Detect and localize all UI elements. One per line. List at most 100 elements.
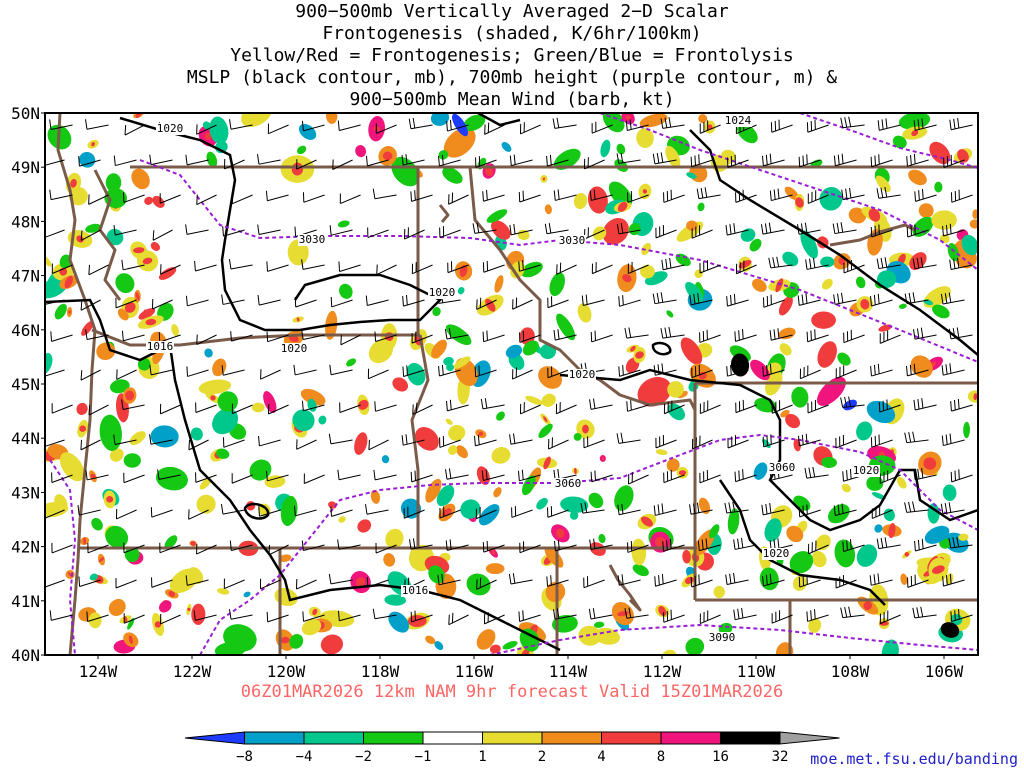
wind-barb <box>375 543 397 554</box>
wind-barb <box>833 292 857 305</box>
wind-barb <box>376 264 397 276</box>
wind-barb <box>913 467 937 481</box>
wind-barb <box>799 365 821 380</box>
shading-blob <box>877 270 897 288</box>
wind-barb <box>113 434 137 446</box>
colorbar-segment <box>363 731 424 745</box>
wind-barb <box>662 609 685 623</box>
wind-barb <box>80 439 101 451</box>
wind-barb <box>806 329 829 343</box>
wind-barb <box>150 507 173 518</box>
wind-barb <box>367 227 389 239</box>
wind-barb <box>950 469 973 483</box>
wind-barb <box>626 400 649 412</box>
wind-barb <box>617 574 641 586</box>
wind-barb <box>80 299 101 311</box>
wind-barb <box>188 439 209 451</box>
contour-labels: 1020 1024 1020 1016 1020 1020 1020 1020 1016 3030… <box>146 114 880 644</box>
lon-label: 118W <box>361 662 400 681</box>
wind-barb <box>555 402 577 415</box>
shading-blob <box>898 303 907 309</box>
wind-barb <box>588 608 613 620</box>
contour-label-bg <box>298 234 326 246</box>
wind-barb <box>580 502 605 514</box>
wind-barb <box>519 402 541 415</box>
shading-blob <box>214 641 247 655</box>
shading-blob <box>370 489 381 504</box>
credit-link[interactable]: moe.met.fsu.edu/banding <box>810 750 1018 768</box>
colorbar-label: −4 <box>296 749 313 765</box>
wind-barb <box>942 223 965 237</box>
shading-blob <box>871 492 886 500</box>
wind-barb <box>762 294 785 308</box>
colorbar-segment <box>601 731 662 745</box>
wind-barb <box>115 508 137 520</box>
shading-blob <box>443 356 454 366</box>
wind-barb <box>840 116 865 129</box>
shading-blob <box>855 276 866 289</box>
shading-blob <box>685 637 705 655</box>
wind-barb <box>871 505 893 519</box>
shading-blob <box>68 186 88 206</box>
wind-barb <box>546 575 569 587</box>
mslp-contour-1020-east <box>477 113 521 127</box>
colorbar-label: 2 <box>538 749 546 765</box>
shading-blob <box>300 388 326 406</box>
shading-blob <box>445 418 453 425</box>
shading-blob <box>106 228 124 246</box>
wind-barb <box>518 260 541 272</box>
wind-barb <box>553 189 577 201</box>
mslp-label: 1016 <box>402 584 429 597</box>
shading-blob <box>466 573 491 596</box>
shading-blob <box>280 636 290 644</box>
or-id-border <box>410 334 430 548</box>
wind-barb <box>661 257 685 271</box>
shading-blob <box>59 452 85 482</box>
wind-barb <box>616 432 641 444</box>
wind-barb <box>410 610 433 623</box>
wind-barb <box>512 367 533 380</box>
shading-blob <box>592 226 607 241</box>
shading-blob <box>85 223 101 233</box>
shading-blob <box>485 563 505 575</box>
shading-blob <box>496 411 505 421</box>
wind-barb <box>121 259 145 271</box>
wind-barb <box>842 539 865 552</box>
wind-barb <box>410 470 433 483</box>
shading-blob <box>204 348 213 358</box>
wind-barb <box>372 608 397 620</box>
wind-barb <box>904 292 929 305</box>
wind-barb <box>547 506 569 518</box>
wind-barb <box>589 189 613 201</box>
contour-label-bg <box>568 369 596 381</box>
wind-barb <box>448 192 469 205</box>
wind-barb <box>438 154 461 167</box>
wind-barb <box>914 189 937 202</box>
shading-blob <box>973 393 978 401</box>
wind-barb <box>78 576 101 588</box>
wind-barb <box>159 193 181 204</box>
wind-barb <box>627 541 649 553</box>
wind-barb <box>517 469 541 482</box>
wind-barb <box>476 577 497 590</box>
wind-barb <box>258 506 281 517</box>
wind-barb <box>337 469 361 481</box>
height-label: 3030 <box>299 233 326 246</box>
wind-barb <box>265 190 289 202</box>
shading-blob <box>900 573 908 585</box>
wind-barb <box>625 119 649 132</box>
shading-blob <box>190 427 203 441</box>
shading-blob <box>358 399 369 410</box>
wind-barb <box>223 578 245 590</box>
wind-barb <box>339 402 361 414</box>
shading-blob <box>800 230 818 259</box>
wind-barb <box>196 194 217 206</box>
wind-barb <box>149 154 173 166</box>
wind-barb <box>85 469 109 481</box>
shading-blob <box>637 376 672 407</box>
wind-barb <box>734 469 757 483</box>
wind-barb <box>186 366 209 377</box>
shading-blob <box>896 476 907 489</box>
shading-blob <box>912 216 934 237</box>
shading-blob <box>963 421 971 439</box>
